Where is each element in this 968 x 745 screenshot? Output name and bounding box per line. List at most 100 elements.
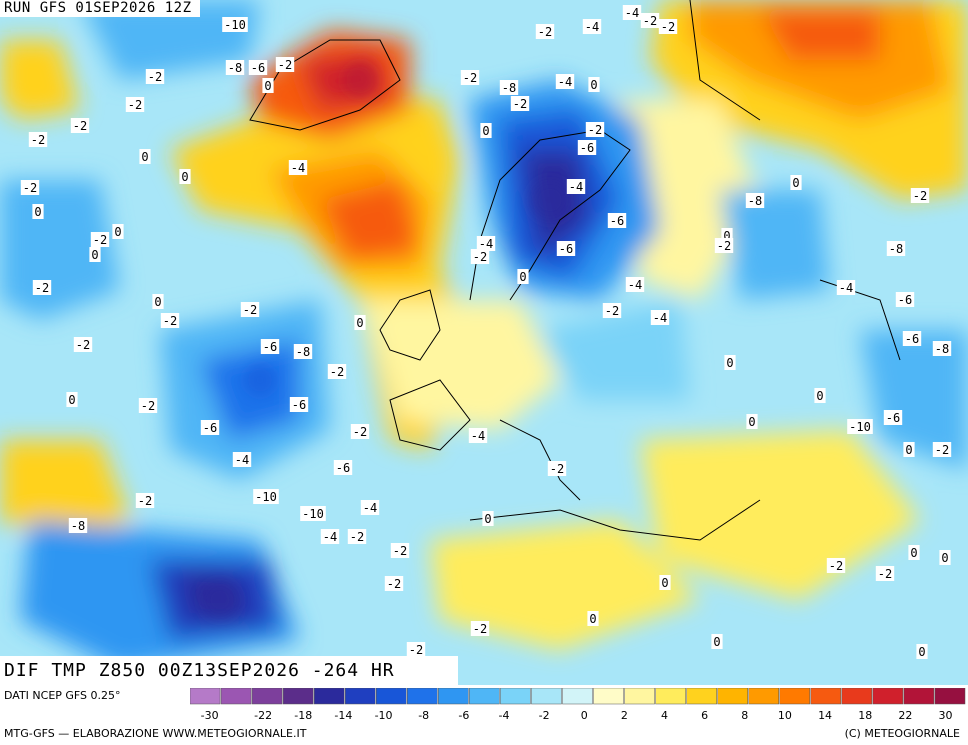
contour-label: -2 <box>932 442 952 457</box>
credit-left: MTG-GFS — ELABORAZIONE WWW.METEOGIORNALE… <box>4 727 307 740</box>
contour-label-text: -2 <box>330 365 344 379</box>
contour-label-text: -6 <box>263 340 277 354</box>
contour-label: -6 <box>200 420 220 435</box>
contour-label-text: -2 <box>878 567 892 581</box>
contour-label-text: -6 <box>336 461 350 475</box>
contour-label-box <box>262 78 274 93</box>
contour-label-box <box>275 57 295 72</box>
contour-label-box <box>932 341 952 356</box>
field-title: DIF TMP Z850 00Z13SEP2026 -264 HR <box>0 656 458 685</box>
contour-label: 0 <box>814 388 826 403</box>
contour-label: 0 <box>112 224 124 239</box>
contour-label-box <box>248 60 268 75</box>
color-scale: -30 -22 -18 -14 -10 -8 -6 -4 -2 0 2 4 6 8 10 14 18 22 30 <box>190 688 966 724</box>
contour-label: -6 <box>333 460 353 475</box>
contour-label-text: -4 <box>291 161 305 175</box>
contour-label-box <box>724 355 736 370</box>
contour-label-text: -10 <box>302 507 324 521</box>
contour-label-text: -4 <box>839 281 853 295</box>
legend-bar: DATI NCEP GFS 0.25° -30 -22 -18 -14 -10 -8 -6-… <box>0 685 968 745</box>
contour-label: -2 <box>826 558 846 573</box>
contour-label-text: -4 <box>569 180 583 194</box>
contour-label-text: -2 <box>278 58 292 72</box>
contour-label: -8 <box>499 80 519 95</box>
contour-label: -4 <box>566 179 586 194</box>
contour-label: 0 <box>66 392 78 407</box>
contour-label-text: -4 <box>558 75 572 89</box>
contour-label-text: -8 <box>71 519 85 533</box>
contour-label-text: -2 <box>353 425 367 439</box>
contour-label-box <box>582 19 602 34</box>
contour-label-text: 0 <box>910 546 917 560</box>
contour-label-text: 0 <box>141 150 148 164</box>
contour-label-box <box>577 140 597 155</box>
contour-label: -6 <box>895 292 915 307</box>
contour-label-text: 0 <box>792 176 799 190</box>
contour-label-text: -2 <box>661 20 675 34</box>
color-swatch <box>686 688 717 705</box>
contour-label-box <box>125 97 145 112</box>
color-swatch <box>344 688 376 705</box>
contour-label-text: -2 <box>93 233 107 247</box>
contour-label-text: -2 <box>141 399 155 413</box>
contour-label-box <box>658 19 678 34</box>
contour-label-box <box>222 17 248 32</box>
contour-label-text: -2 <box>76 338 90 352</box>
scale-tick-label: 14 <box>818 709 832 722</box>
contour-label-text: 0 <box>114 225 121 239</box>
contour-label-box <box>875 566 895 581</box>
contour-label-box <box>836 280 856 295</box>
scale-tick-label: -8 <box>418 709 429 722</box>
contour-label: -2 <box>240 302 260 317</box>
contour-label-text: -4 <box>235 453 249 467</box>
contour-label-text: 0 <box>748 415 755 429</box>
color-swatch <box>593 688 624 705</box>
contour-label-text: -2 <box>393 544 407 558</box>
contour-label-box <box>476 236 496 251</box>
contour-label: -4 <box>360 500 380 515</box>
contour-label: 0 <box>587 611 599 626</box>
contour-label: -2 <box>145 69 165 84</box>
scale-tick-label: -14 <box>334 709 352 722</box>
scale-tick-label: -22 <box>254 709 272 722</box>
contour-label-box <box>566 179 586 194</box>
contour-label-box <box>179 169 191 184</box>
contour-label-text: -6 <box>559 242 573 256</box>
contour-label-box <box>289 397 309 412</box>
color-swatch <box>531 688 562 705</box>
contour-label: -2 <box>90 232 110 247</box>
color-swatch <box>655 688 686 705</box>
contour-label-box <box>320 529 340 544</box>
contour-label: -2 <box>390 543 410 558</box>
contour-label: -6 <box>289 397 309 412</box>
anomaly-detail <box>202 62 570 618</box>
contour-label-text: -10 <box>224 18 246 32</box>
contour-label-text: 0 <box>723 229 730 243</box>
contour-label-text: -2 <box>473 622 487 636</box>
contour-label-text: -2 <box>163 314 177 328</box>
contour-label-box <box>390 543 410 558</box>
contour-label: 0 <box>908 545 920 560</box>
contour-label-box <box>406 642 426 657</box>
contour-label: 0 <box>179 169 191 184</box>
contour-label-box <box>659 575 671 590</box>
contour-label-text: -6 <box>610 214 624 228</box>
scale-tick-label: 4 <box>661 709 668 722</box>
contour-label-box <box>232 452 252 467</box>
scale-tick-label: -30 <box>201 709 219 722</box>
scale-tick-label: 30 <box>938 709 952 722</box>
contour-label-box <box>225 60 245 75</box>
color-swatch <box>407 688 438 705</box>
contour-label-box <box>607 213 627 228</box>
contour-label: -4 <box>468 428 488 443</box>
contour-label: 0 <box>939 550 951 565</box>
contour-label: -6 <box>577 140 597 155</box>
contour-label-box <box>145 69 165 84</box>
contour-label-text: 0 <box>91 248 98 262</box>
contour-label: -2 <box>32 280 52 295</box>
color-swatch <box>469 688 500 705</box>
contour-label-box <box>939 550 951 565</box>
color-swatch <box>903 688 935 705</box>
contour-label: -2 <box>910 188 930 203</box>
contour-label-text: -2 <box>463 71 477 85</box>
